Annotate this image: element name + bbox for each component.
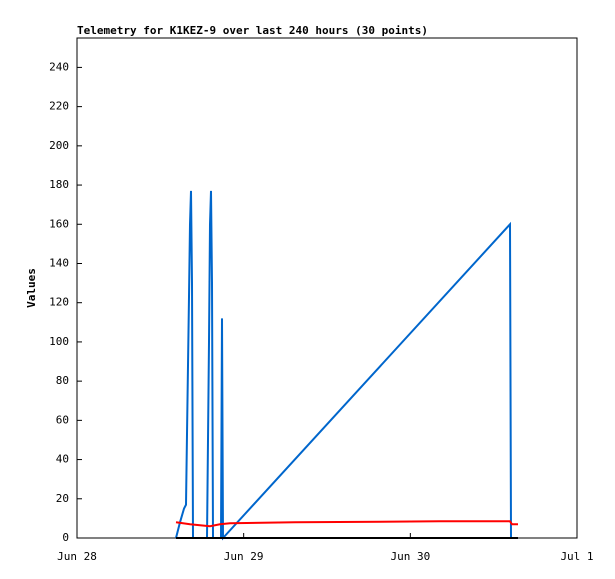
y-tick-label: 180 xyxy=(49,178,69,191)
series-line xyxy=(175,190,512,541)
y-tick-label: 40 xyxy=(56,453,69,466)
y-tick-label: 100 xyxy=(49,335,69,348)
x-tick-label: Jun 28 xyxy=(57,550,97,563)
y-tick-label: 120 xyxy=(49,296,69,309)
x-tick-label: Jul 1 xyxy=(560,550,593,563)
y-tick-label: 20 xyxy=(56,492,69,505)
y-tick-label: 0 xyxy=(62,531,69,544)
y-tick-label: 200 xyxy=(49,139,69,152)
series-line xyxy=(175,520,518,528)
y-tick-label: 160 xyxy=(49,217,69,230)
y-tick-label: 60 xyxy=(56,413,69,426)
y-axis-label: Values xyxy=(25,268,38,308)
chart-title: Telemetry for K1KEZ-9 over last 240 hour… xyxy=(77,24,428,37)
x-tick-label: Jun 30 xyxy=(390,550,430,563)
plot-frame xyxy=(76,37,578,539)
y-tick-label: 140 xyxy=(49,256,69,269)
y-tick-label: 80 xyxy=(56,374,69,387)
y-tick-label: 240 xyxy=(49,60,69,73)
y-tick-label: 220 xyxy=(49,100,69,113)
x-tick-label: Jun 29 xyxy=(224,550,264,563)
